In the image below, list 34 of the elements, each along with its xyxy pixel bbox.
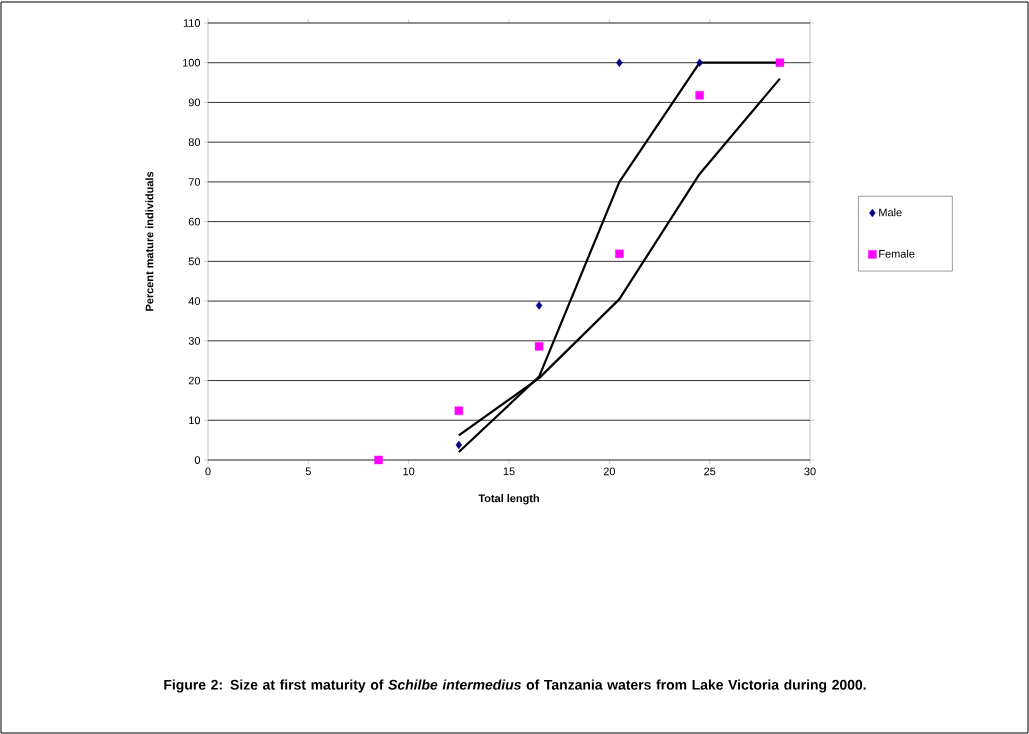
point xyxy=(696,58,703,67)
y-tick-label: 50 xyxy=(188,257,201,266)
x-tick-label: 5 xyxy=(305,467,311,476)
y-axis-title: Percent mature individuals xyxy=(145,171,154,311)
x-tick-label: 30 xyxy=(804,467,816,476)
x-tick-label: 25 xyxy=(704,467,716,476)
point xyxy=(374,455,383,465)
y-tick-label: 90 xyxy=(188,98,201,107)
point xyxy=(455,440,463,450)
point xyxy=(534,342,544,351)
y-tick-label: 40 xyxy=(188,297,201,305)
point xyxy=(615,249,624,259)
y-tick-label: 70 xyxy=(188,178,201,186)
y-tick-label: 60 xyxy=(188,217,201,226)
y-tick-label: 20 xyxy=(188,376,201,385)
point xyxy=(695,91,704,100)
y-tick-label: 80 xyxy=(188,138,201,147)
x-tick-label: 20 xyxy=(603,467,615,476)
legend-label: Male xyxy=(879,208,902,217)
legend-label: Female xyxy=(879,249,915,258)
point xyxy=(775,58,785,67)
point xyxy=(535,301,543,310)
point xyxy=(454,406,464,415)
x-tick-label: 15 xyxy=(503,467,515,476)
caption: Figure 2: Size at first maturity of Schilbe intermedius of Tanzania waters from Lake Victoria during 2000. xyxy=(164,679,866,693)
y-tick-label: 110 xyxy=(183,19,201,27)
x-tick-label: 10 xyxy=(403,467,415,476)
y-tick-label: 10 xyxy=(189,416,201,425)
y-tick-label: 30 xyxy=(188,336,201,345)
x-tick-label: 0 xyxy=(205,467,211,476)
y-tick-label: 0 xyxy=(194,456,201,464)
y-tick-label: 100 xyxy=(183,58,201,67)
point xyxy=(616,58,623,67)
x-axis-title: Total length xyxy=(478,494,539,505)
